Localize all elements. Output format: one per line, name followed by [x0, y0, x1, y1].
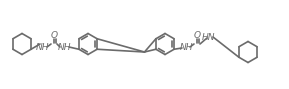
Text: HN: HN: [201, 32, 215, 41]
Text: NH: NH: [57, 43, 71, 52]
Text: O: O: [193, 31, 201, 40]
Text: O: O: [51, 31, 58, 40]
Text: NH: NH: [179, 43, 193, 52]
Text: NH: NH: [36, 43, 50, 52]
